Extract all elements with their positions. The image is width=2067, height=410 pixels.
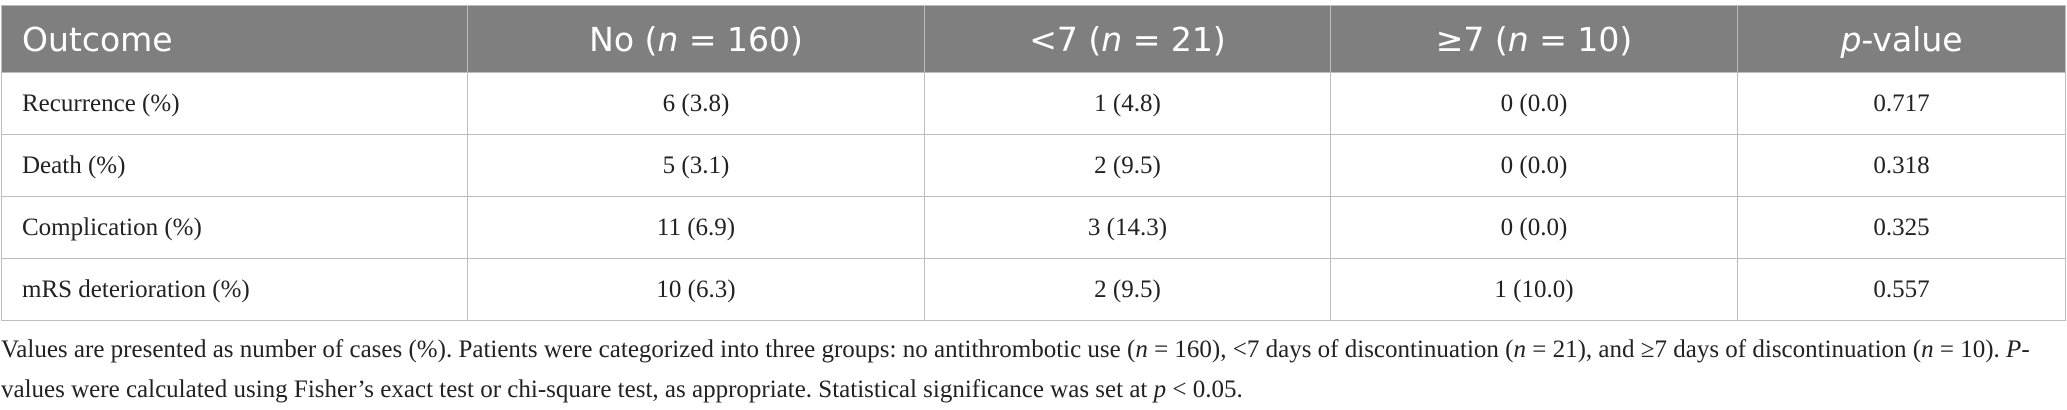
text-segment: No ( [589, 19, 658, 59]
text-segment: = 160), <7 days of discontinuation ( [1147, 336, 1514, 363]
text-segment: = 21) [1122, 19, 1226, 59]
results-table: Outcome No (n = 160) <7 (n = 21) ≥7 (n = 10… [1, 5, 2066, 321]
header-cell: p-value [1737, 5, 2066, 73]
text-segment: = 21), and ≥7 days of discontinuation ( [1525, 336, 1922, 363]
italic-segment: p [1153, 376, 1167, 403]
cell: 0 (0.0) [1330, 134, 1738, 197]
text-segment: -values were calculated using Fisher’s e… [1, 336, 2030, 403]
table-row: mRS deterioration (%) 10 (6.3) 2 (9.5) 1 (1… [1, 258, 2066, 321]
cell: 0 (0.0) [1330, 196, 1738, 259]
cell: 5 (3.1) [467, 134, 925, 197]
italic-segment: n [1507, 19, 1529, 59]
cell: 6 (3.8) [467, 72, 925, 135]
cell: 2 (9.5) [924, 258, 1331, 321]
cell: 1 (10.0) [1330, 258, 1738, 321]
header-cell: Outcome [1, 5, 468, 73]
text-segment: ≥7 ( [1435, 19, 1508, 59]
cell: 0.717 [1737, 72, 2066, 135]
footnote: Values are presented as number of cases … [1, 330, 2061, 410]
cell: 0 (0.0) [1330, 72, 1738, 135]
italic-segment: n [657, 19, 679, 59]
cell: 0.325 [1737, 196, 2066, 259]
text-segment: Outcome [22, 19, 173, 59]
table-row: Death (%) 5 (3.1) 2 (9.5) 0 (0.0) 0.318 [1, 134, 2066, 197]
cell: 3 (14.3) [924, 196, 1331, 259]
cell: 11 (6.9) [467, 196, 925, 259]
text-segment: <7 ( [1029, 19, 1102, 59]
text-segment: -value [1861, 19, 1963, 59]
text-segment: Values are presented as number of cases … [1, 336, 1136, 363]
cell: 2 (9.5) [924, 134, 1331, 197]
italic-segment: n [1135, 336, 1148, 363]
italic-segment: p [1840, 19, 1862, 59]
header-cell: ≥7 (n = 10) [1330, 5, 1738, 73]
row-label: Complication (%) [1, 196, 468, 259]
italic-segment: n [1921, 336, 1934, 363]
header-row: Outcome No (n = 160) <7 (n = 21) ≥7 (n = 10… [1, 5, 2066, 73]
italic-segment: P [2006, 336, 2022, 363]
header-cell: No (n = 160) [467, 5, 925, 73]
cell: 0.318 [1737, 134, 2066, 197]
text-segment: = 10). [1933, 336, 2007, 363]
table-body: Recurrence (%) 6 (3.8) 1 (4.8) 0 (0.0) 0.717… [1, 72, 2066, 321]
table-row: Complication (%) 11 (6.9) 3 (14.3) 0 (0.0) 0… [1, 196, 2066, 259]
text-segment: < 0.05. [1166, 376, 1243, 403]
table-row: Recurrence (%) 6 (3.8) 1 (4.8) 0 (0.0) 0.717 [1, 72, 2066, 135]
cell: 1 (4.8) [924, 72, 1331, 135]
header-cell: <7 (n = 21) [924, 5, 1331, 73]
italic-segment: n [1513, 336, 1526, 363]
text-segment: = 160) [678, 19, 803, 59]
row-label: mRS deterioration (%) [1, 258, 468, 321]
italic-segment: n [1101, 19, 1123, 59]
row-label: Death (%) [1, 134, 468, 197]
row-label: Recurrence (%) [1, 72, 468, 135]
cell: 10 (6.3) [467, 258, 925, 321]
text-segment: = 10) [1528, 19, 1633, 59]
cell: 0.557 [1737, 258, 2066, 321]
